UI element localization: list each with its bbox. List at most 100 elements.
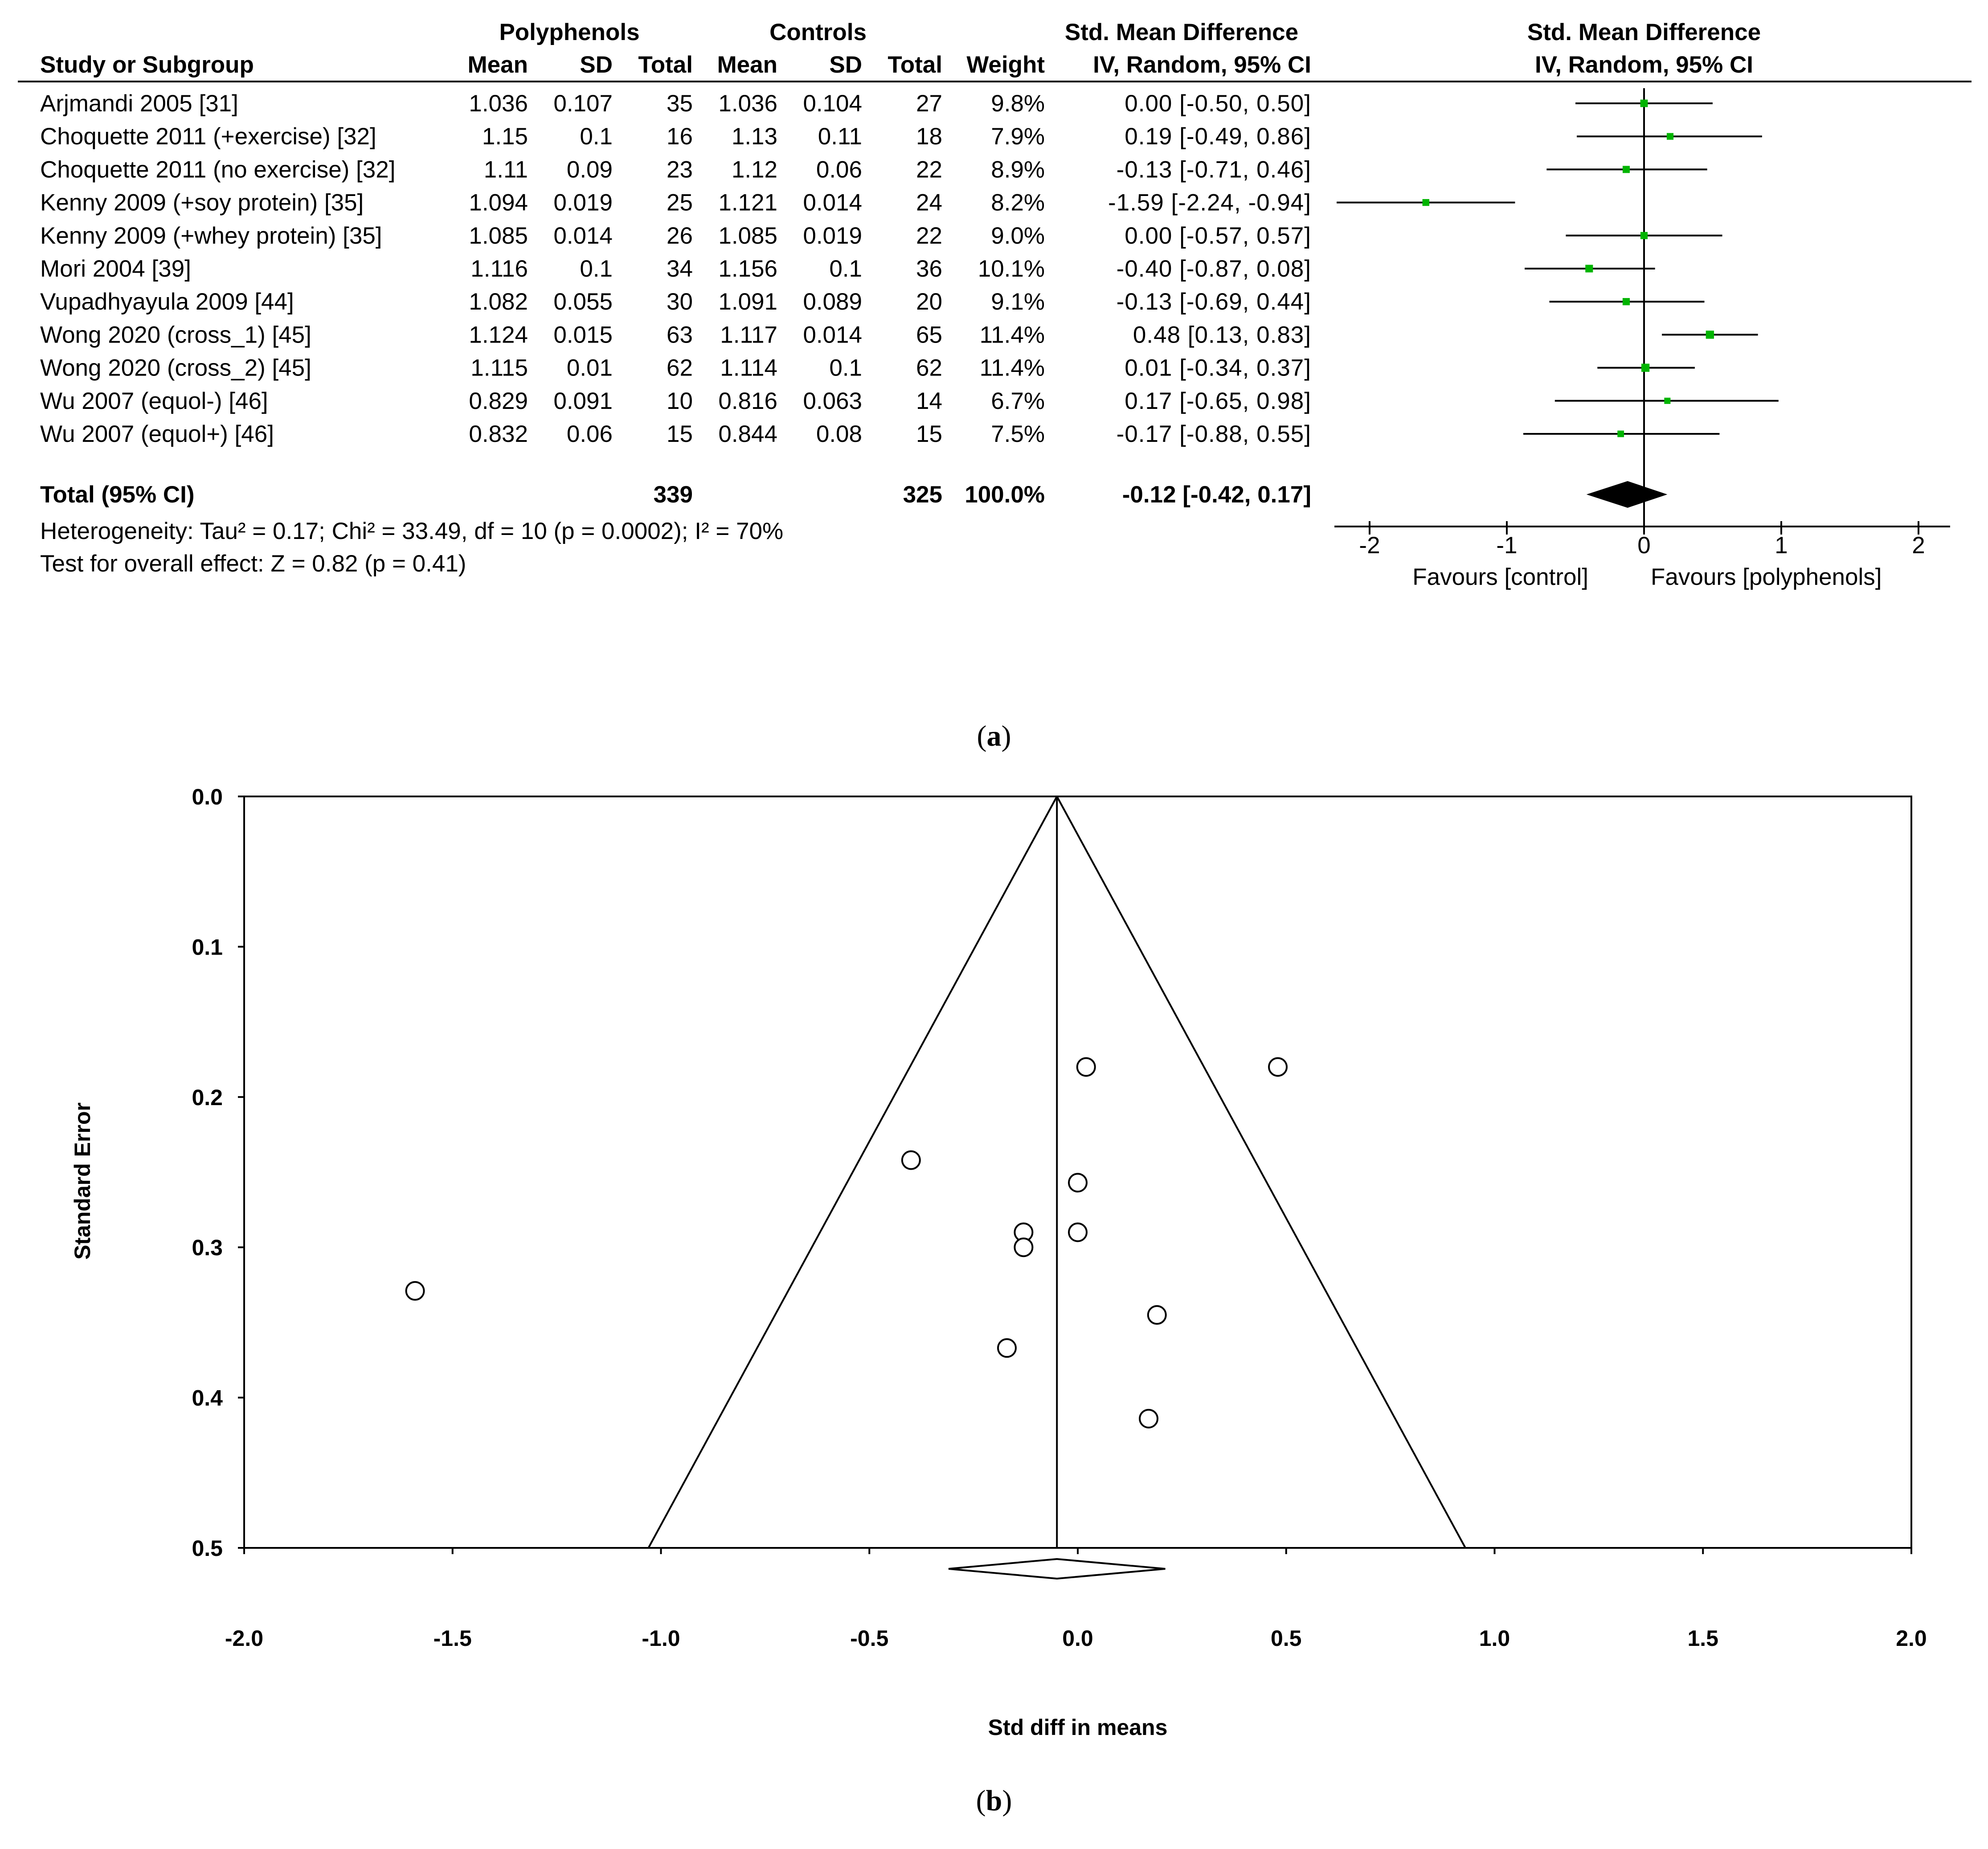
forest-axis-tick-label: -2 <box>1359 532 1380 559</box>
effect-marker <box>1422 199 1429 206</box>
study-total-polyphenols: 23 <box>667 156 693 183</box>
study-mean-polyphenols: 1.116 <box>470 256 528 282</box>
funnel-y-tick-label: 0.5 <box>192 1536 223 1561</box>
study-sd-polyphenols: 0.01 <box>567 355 613 381</box>
effect-marker <box>1641 363 1650 372</box>
funnel-x-tick-label: 0.5 <box>1271 1626 1302 1651</box>
favours-control-label: Favours [control] <box>1412 564 1588 590</box>
study-sd-polyphenols: 0.09 <box>567 156 613 183</box>
study-total-polyphenols: 34 <box>667 256 693 282</box>
study-ci-text: 0.19 [-0.49, 0.86] <box>1125 123 1311 150</box>
study-sd-polyphenols: 0.091 <box>553 388 613 414</box>
forest-axis-tick-label: -1 <box>1496 532 1517 559</box>
study-total-controls: 15 <box>916 421 942 447</box>
study-ci-text: 0.17 [-0.65, 0.98] <box>1125 388 1311 414</box>
funnel-study-point <box>405 1281 425 1301</box>
funnel-study-point <box>1076 1057 1096 1077</box>
study-total-controls: 20 <box>916 289 942 315</box>
study-sd-controls: 0.06 <box>816 156 862 183</box>
study-mean-polyphenols: 1.085 <box>469 223 528 249</box>
study-label: Vupadhyayula 2009 [44] <box>40 289 294 315</box>
study-sd-controls: 0.014 <box>803 190 862 216</box>
study-label: Mori 2004 [39] <box>40 256 191 282</box>
column-header-study: Study or Subgroup <box>40 52 254 78</box>
study-ci-text: -0.13 [-0.69, 0.44] <box>1117 289 1311 315</box>
funnel-y-tick-label: 0.2 <box>192 1085 223 1110</box>
study-mean-controls: 0.844 <box>718 421 777 447</box>
study-sd-polyphenols: 0.1 <box>580 256 613 282</box>
study-mean-controls: 1.12 <box>732 156 777 183</box>
study-mean-controls: 1.114 <box>720 355 777 381</box>
funnel-study-point <box>1147 1305 1167 1325</box>
study-mean-polyphenols: 1.094 <box>469 190 528 216</box>
funnel-x-tick-label: -0.5 <box>850 1626 888 1651</box>
study-sd-controls: 0.063 <box>803 388 862 414</box>
study-sd-polyphenols: 0.014 <box>553 223 613 249</box>
caption-b-letter: b <box>986 1784 1002 1817</box>
study-mean-controls: 1.117 <box>720 322 777 348</box>
forest-axis-tick-label: 1 <box>1775 532 1788 559</box>
favours-polyphenols-label: Favours [polyphenols] <box>1651 564 1882 590</box>
funnel-x-axis-label: Std diff in means <box>988 1715 1168 1740</box>
study-label: Choquette 2011 (no exercise) [32] <box>40 156 395 183</box>
study-sd-controls: 0.019 <box>803 223 862 249</box>
funnel-study-point <box>997 1338 1017 1358</box>
heterogeneity-text: Heterogeneity: Tau² = 0.17; Chi² = 33.49… <box>40 518 783 544</box>
study-weight: 11.4% <box>980 322 1045 348</box>
study-total-controls: 24 <box>916 190 942 216</box>
study-sd-controls: 0.1 <box>829 355 862 381</box>
study-total-polyphenols: 15 <box>667 421 693 447</box>
study-total-controls: 22 <box>916 156 942 183</box>
column-header-weight: Weight <box>966 52 1045 78</box>
caption-a: (a) <box>977 720 1011 752</box>
funnel-x-tick-label: -1.0 <box>642 1626 680 1651</box>
effect-marker <box>1706 331 1714 339</box>
study-total-controls: 65 <box>916 322 942 348</box>
overall-effect-text: Test for overall effect: Z = 0.82 (p = 0… <box>40 551 466 577</box>
header-std-mean-difference-plot: Std. Mean Difference <box>1527 19 1761 45</box>
effect-marker <box>1585 265 1593 273</box>
study-weight: 11.4% <box>980 355 1045 381</box>
study-total-polyphenols: 10 <box>667 388 693 414</box>
column-header-mean-controls: Mean <box>717 52 777 78</box>
study-ci-text: 0.00 [-0.57, 0.57] <box>1125 223 1311 249</box>
study-weight: 8.2% <box>991 190 1045 216</box>
effect-marker <box>1664 397 1671 404</box>
funnel-x-tick-label: 1.5 <box>1687 1626 1718 1651</box>
forest-axis-tick-label: 2 <box>1912 532 1925 559</box>
effect-marker <box>1640 232 1648 239</box>
study-total-polyphenols: 26 <box>667 223 693 249</box>
study-sd-controls: 0.1 <box>829 256 862 282</box>
study-ci-text: -0.17 [-0.88, 0.55] <box>1117 421 1311 447</box>
forest-axis-tick-label: 0 <box>1637 532 1650 559</box>
study-sd-polyphenols: 0.1 <box>580 123 613 150</box>
study-total-polyphenols: 62 <box>667 355 693 381</box>
study-total-controls: 36 <box>916 256 942 282</box>
caption-b: (b) <box>976 1784 1012 1817</box>
study-total-polyphenols: 30 <box>667 289 693 315</box>
total-n-controls: 325 <box>903 482 942 508</box>
study-sd-controls: 0.08 <box>816 421 862 447</box>
study-label: Kenny 2009 (+soy protein) [35] <box>40 190 364 216</box>
study-mean-polyphenols: 0.829 <box>469 388 528 414</box>
caption-a-letter: a <box>986 720 1002 752</box>
study-ci-text: 0.01 [-0.34, 0.37] <box>1125 355 1311 381</box>
funnel-study-point <box>1014 1237 1034 1257</box>
study-weight: 7.5% <box>991 421 1045 447</box>
total-ci-text: -0.12 [-0.42, 0.17] <box>1122 482 1311 508</box>
study-mean-controls: 1.085 <box>718 223 777 249</box>
funnel-summary-diamond <box>948 1558 1166 1580</box>
funnel-left-boundary <box>647 796 1058 1548</box>
study-label: Wong 2020 (cross_1) [45] <box>40 322 311 348</box>
study-sd-polyphenols: 0.015 <box>553 322 613 348</box>
pooled-effect-diamond <box>1586 481 1668 508</box>
study-mean-controls: 1.156 <box>718 256 777 282</box>
header-controls: Controls <box>769 19 867 45</box>
study-label: Kenny 2009 (+whey protein) [35] <box>40 223 382 249</box>
study-total-controls: 62 <box>916 355 942 381</box>
effect-marker <box>1666 133 1674 140</box>
study-mean-polyphenols: 1.15 <box>482 123 528 150</box>
study-weight: 6.7% <box>991 388 1045 414</box>
funnel-study-point <box>1268 1057 1288 1077</box>
study-weight: 9.8% <box>991 90 1045 117</box>
